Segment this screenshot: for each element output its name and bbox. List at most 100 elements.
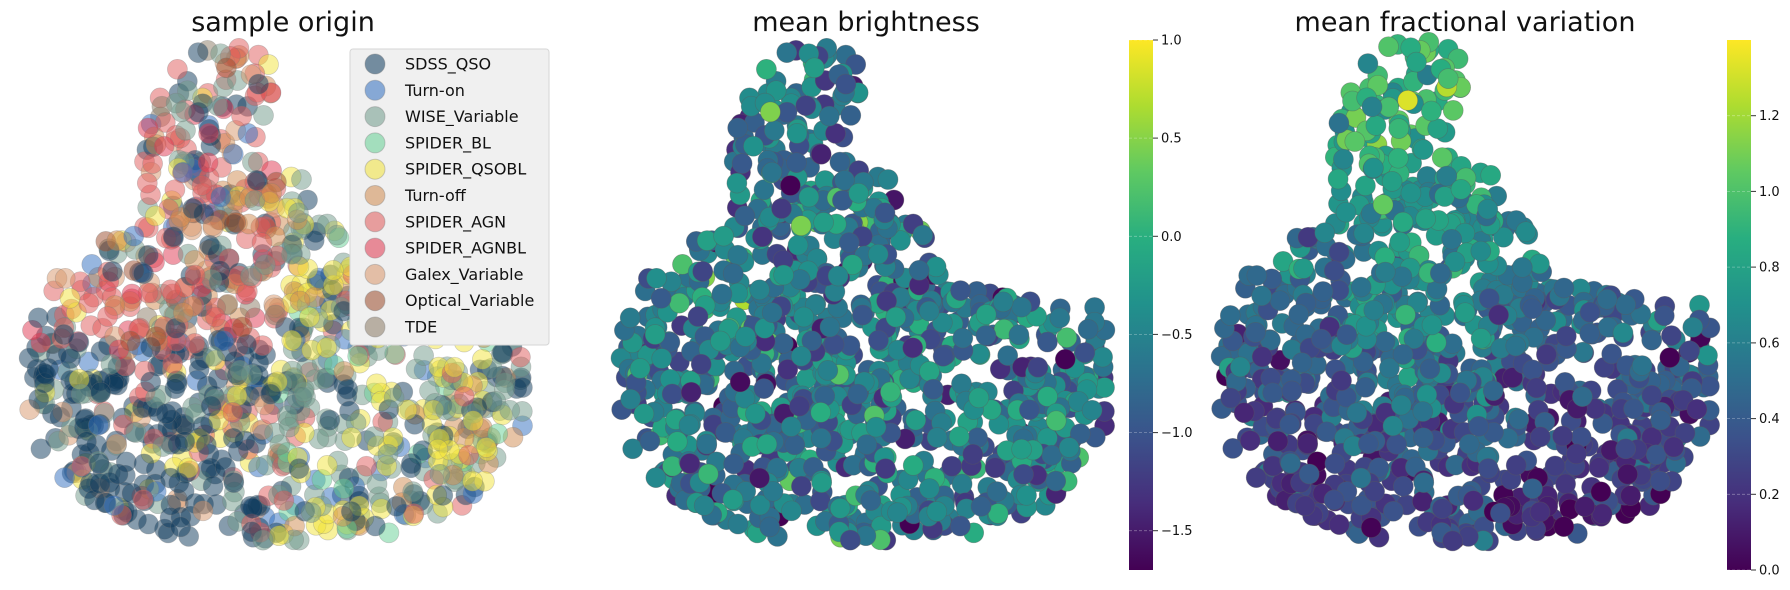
scatter-point [187,42,209,63]
scatter-point [1400,182,1422,204]
scatter-point [793,306,815,328]
scatter-point [364,515,386,537]
scatter-point [727,513,749,535]
scatter-point [713,225,734,247]
scatter-point [413,345,434,366]
legend-label: SPIDER_BL [405,133,491,153]
scatter-point [1397,90,1419,111]
scatter-point [948,426,970,447]
scatter-point [726,172,748,194]
scatter-point [734,205,756,227]
scatter-point [59,287,81,309]
scatter-point [722,263,744,284]
scatter-point [1615,438,1637,460]
legend-label: TDE [404,318,437,337]
scatter-point [70,383,92,405]
scatter-point [164,378,186,399]
scatter-point [723,453,745,475]
scatter-point [167,433,189,455]
scatter-point [697,463,719,485]
scatter-point [1251,346,1273,368]
scatter-point [1008,324,1030,346]
scatter-point [107,463,129,485]
scatter-point [1623,398,1644,420]
scatter-point [847,383,869,405]
scatter-point [772,333,794,354]
scatter-point [1612,322,1634,344]
scatter-point [848,182,869,204]
scatter-point [867,243,889,265]
scatter-point [1019,399,1040,421]
legend-marker [364,211,386,233]
colorbar-tick-label: 0.6 [1759,336,1780,351]
scatter-point [766,457,788,479]
scatter-point [829,151,851,173]
scatter-point [1431,147,1453,168]
scatter-point [1579,323,1601,344]
scatter-point [366,373,387,395]
scatter-point [951,473,973,495]
scatter-point [462,410,484,432]
scatter-point [223,472,245,493]
scatter-point [213,330,235,352]
scatter-point [1355,376,1376,398]
scatter-point [804,57,825,79]
scatter-point [644,324,666,345]
legend-marker [364,53,386,75]
scatter-point [874,202,896,224]
scatter-point [922,378,944,400]
scatter-point [1392,344,1414,365]
scatter-point [1311,328,1332,350]
scatter-point [291,169,312,190]
legend-label: Turn-on [404,81,465,100]
scatter-point [54,467,75,488]
scatter-point [1365,115,1387,136]
scatter-point [356,455,377,477]
scatter-point [172,161,194,183]
scatter-point [790,345,812,367]
scatter-point [1269,290,1291,311]
scatter-point [752,226,773,248]
scatter-point [202,345,224,367]
scatter-point [1245,322,1266,343]
scatter-point [1679,340,1700,362]
scatter-point [629,358,651,379]
scatter-point [711,283,733,305]
scatter-point [1659,347,1681,368]
scatter-point [260,383,281,405]
legend-marker [364,132,386,154]
scatter-point [950,280,971,301]
colorbar-tick-label: 1.0 [1161,34,1182,49]
scatter-point [992,291,1014,313]
scatter-point [120,330,141,352]
scatter-point [1505,335,1527,357]
scatter-point [1328,241,1350,263]
scatter-point [819,316,841,338]
scatter-point [288,458,310,479]
scatter-point [646,267,667,289]
scatter-point [1288,303,1310,325]
scatter-point [1526,377,1547,399]
scatter-point [182,198,204,219]
scatter-point [875,458,896,479]
scatter-point [491,342,513,363]
scatter-point [1056,327,1078,348]
panel-title-sample-origin: sample origin [191,7,375,38]
scatter-point [240,265,261,287]
scatter-point [679,453,701,474]
scatter-point [97,306,118,327]
scatter-point [231,105,252,127]
colorbar-gradient [1727,40,1751,570]
scatter-point [1412,490,1433,512]
scatter-point [813,212,834,233]
scatter-point [727,117,749,139]
legend-marker [364,106,386,128]
scatter-point [222,490,243,512]
scatter-point [1245,467,1267,488]
scatter-point [1437,68,1459,89]
scatter-point [145,326,167,347]
scatter-point [1239,430,1261,451]
scatter-point [427,438,449,460]
scatter-point [926,501,948,522]
scatter-point [650,287,672,309]
